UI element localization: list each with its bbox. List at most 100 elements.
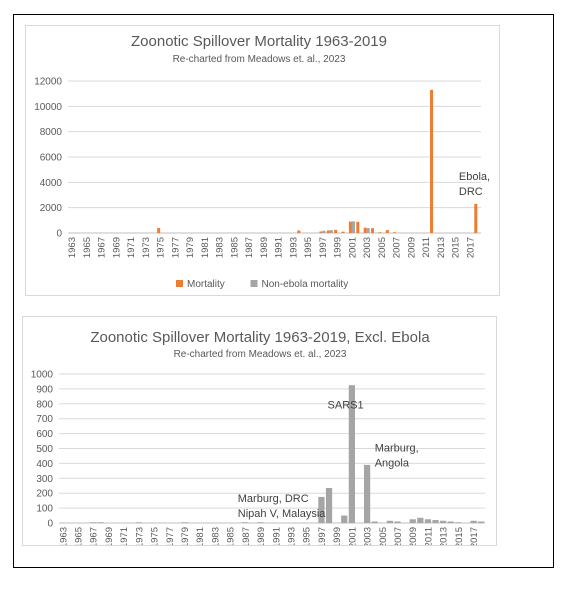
bar <box>334 229 338 233</box>
x-tick-label: 1981 <box>200 237 211 258</box>
legend-label: Mortality <box>187 279 225 290</box>
x-tick-label: 1985 <box>229 237 240 258</box>
x-tick-label: 1991 <box>271 527 282 545</box>
y-tick-label: 300 <box>36 474 53 485</box>
x-tick-label: 2013 <box>439 527 450 545</box>
y-tick-label: 0 <box>47 519 53 530</box>
y-tick-label: 8000 <box>40 127 63 138</box>
x-tick-label: 1981 <box>195 527 206 545</box>
x-tick-label: 2007 <box>393 527 404 545</box>
x-tick-label: 1989 <box>259 237 270 258</box>
bar <box>385 230 389 233</box>
x-tick-label: 1973 <box>134 527 145 545</box>
annotation-label: Marburg, Angola <box>375 442 419 469</box>
annotation-label: Marburg, DRC Nipah V, Malaysia <box>238 493 327 520</box>
x-tick-label: 2003 <box>362 237 373 258</box>
x-tick-label: 1967 <box>89 527 100 545</box>
annotation-label: SARS1 <box>328 399 364 411</box>
bar <box>257 522 264 523</box>
bar <box>424 519 432 523</box>
bar <box>409 519 416 523</box>
bar <box>181 522 188 523</box>
y-tick-label: 2000 <box>40 203 63 214</box>
x-tick-label: 1967 <box>97 237 108 258</box>
x-tick-label: 1963 <box>58 527 69 545</box>
x-tick-label: 1979 <box>185 237 196 258</box>
x-tick-label: 1965 <box>82 237 93 258</box>
x-tick-label: 1975 <box>150 527 161 545</box>
bar <box>341 515 348 523</box>
chart-title: Zoonotic Spillover Mortality 1963-2019 <box>131 33 387 50</box>
y-tick-label: 4000 <box>40 178 63 189</box>
x-tick-label: 2011 <box>421 237 432 257</box>
x-tick-label: 2001 <box>347 527 358 545</box>
chart-svg-with-ebola: Zoonotic Spillover Mortality 1963-2019 Re… <box>34 33 490 290</box>
bar <box>447 521 454 523</box>
bar <box>378 232 382 233</box>
bar <box>363 464 371 523</box>
x-tick-label: 1977 <box>170 237 181 258</box>
x-tick-label: 1971 <box>119 527 130 545</box>
x-tick-label: 1983 <box>210 527 221 545</box>
legend-swatch <box>176 280 183 287</box>
x-tick-label: 1997 <box>317 527 328 545</box>
figure-frame <box>13 14 554 568</box>
bar <box>322 230 326 233</box>
x-tick-label: 2013 <box>436 237 447 258</box>
x-tick-label: 1975 <box>156 237 167 258</box>
bar <box>341 231 345 233</box>
x-tick-label: 1995 <box>302 527 313 545</box>
bar <box>297 230 301 233</box>
x-tick-label: 1999 <box>332 527 343 545</box>
bar <box>325 487 333 523</box>
y-tick-label: 6000 <box>40 153 63 164</box>
x-tick-label: 1985 <box>226 527 237 545</box>
y-tick-label: 700 <box>36 414 53 425</box>
x-tick-label: 2017 <box>469 527 480 545</box>
bar <box>135 522 142 523</box>
y-tick-label: 1000 <box>31 370 54 381</box>
bar <box>157 227 161 233</box>
bar <box>440 520 447 523</box>
bar <box>394 521 401 523</box>
x-tick-label: 1989 <box>256 527 267 545</box>
x-tick-label: 1995 <box>303 237 314 258</box>
bar <box>351 221 355 233</box>
x-tick-label: 1979 <box>180 527 191 545</box>
x-tick-label: 1993 <box>287 527 298 545</box>
x-tick-label: 1987 <box>244 237 255 258</box>
bar <box>386 520 394 523</box>
bar <box>326 230 330 233</box>
x-tick-label: 1963 <box>67 237 78 258</box>
x-tick-label: 2009 <box>406 237 417 258</box>
legend-swatch <box>250 280 258 287</box>
y-tick-label: 500 <box>36 444 53 455</box>
bar <box>363 227 367 233</box>
bar <box>478 521 485 523</box>
chart-panel-excl-ebola: Zoonotic Spillover Mortality 1963-2019, … <box>22 316 497 546</box>
chart-subtitle: Re-charted from Meadows et. al., 2023 <box>173 54 346 65</box>
x-tick-label: 2007 <box>392 237 403 258</box>
x-tick-label: 1991 <box>274 237 285 258</box>
bar <box>329 230 333 233</box>
chart-panel-with-ebola: Zoonotic Spillover Mortality 1963-2019 Re… <box>25 25 500 296</box>
x-tick-label: 2015 <box>454 527 465 545</box>
x-tick-label: 1977 <box>165 527 176 545</box>
bar <box>432 520 439 523</box>
chart-title: Zoonotic Spillover Mortality 1963-2019, … <box>90 329 430 346</box>
y-tick-label: 100 <box>36 504 53 515</box>
x-tick-label: 1969 <box>111 237 122 258</box>
y-tick-label: 800 <box>36 399 53 410</box>
annotation-label: Ebola, DRC <box>459 171 490 198</box>
legend-label: Non-ebola mortality <box>262 279 349 290</box>
bar <box>348 385 355 523</box>
bar <box>366 228 370 233</box>
x-tick-label: 1983 <box>215 237 226 258</box>
x-tick-label: 1993 <box>288 237 299 258</box>
bar <box>90 522 97 523</box>
chart-subtitle: Re-charted from Meadows et. al., 2023 <box>174 349 347 360</box>
bar <box>242 522 249 523</box>
bar <box>371 521 378 523</box>
y-tick-label: 12000 <box>34 77 62 88</box>
x-tick-label: 1997 <box>318 237 329 258</box>
